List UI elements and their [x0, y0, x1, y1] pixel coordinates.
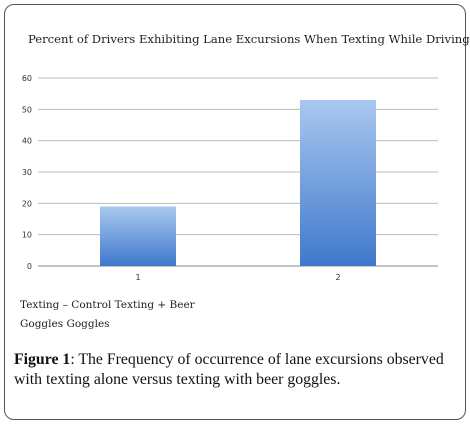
y-tick-label: 60: [22, 74, 32, 83]
y-tick-label: 50: [22, 105, 32, 114]
x-tick-label: 2: [335, 273, 340, 282]
y-tick-label: 20: [22, 199, 32, 208]
y-tick-label: 30: [22, 168, 32, 177]
bar-layer: [100, 99, 376, 266]
legend-note: Texting – Control Texting + Beer Goggles…: [20, 296, 320, 334]
grid-layer: [38, 77, 438, 267]
y-tick-label: 10: [22, 231, 32, 240]
y-tick-label: 40: [22, 137, 32, 146]
legend-line-1: Texting – Control Texting + Beer: [20, 299, 195, 311]
chart: Percent of Drivers Exhibiting Lane Excur…: [10, 10, 470, 295]
y-tick-label: 0: [27, 262, 32, 271]
chart-plot: 0 10 20 30 40 50 60 1 2: [22, 74, 438, 282]
chart-title: Percent of Drivers Exhibiting Lane Excur…: [28, 32, 470, 46]
bar-1: [100, 206, 176, 266]
figure-caption: Figure 1: The Frequency of occurrence of…: [14, 350, 458, 390]
legend-line-2: Goggles Goggles: [20, 318, 110, 330]
caption-label: Figure 1: [14, 351, 71, 368]
x-tick-label: 1: [135, 273, 140, 282]
label-layer: 0 10 20 30 40 50 60 1 2: [22, 74, 341, 282]
caption-text: : The Frequency of occurrence of lane ex…: [14, 351, 444, 388]
bar-2: [300, 99, 376, 266]
